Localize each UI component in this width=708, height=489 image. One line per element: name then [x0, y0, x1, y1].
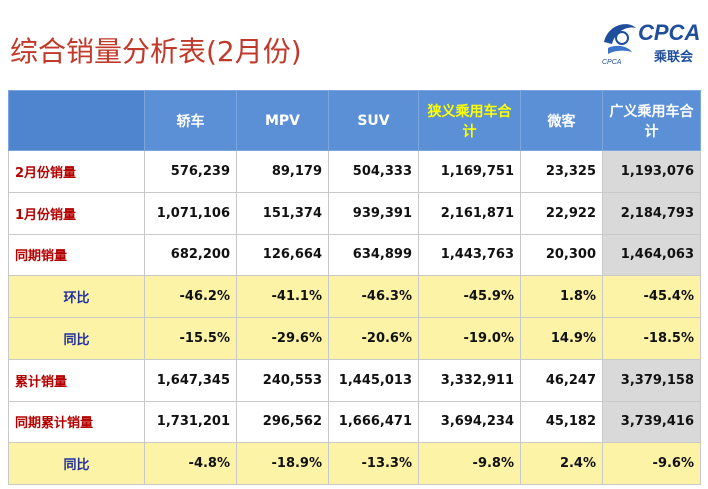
logo-subtext: 乘联会: [654, 50, 694, 65]
table-row-cumulative-sales: 累计销量 1,647,345 240,553 1,445,013 3,332,9…: [8, 358, 701, 402]
row-label: 同期销量: [8, 233, 145, 277]
table-cell: -20.6%: [328, 317, 419, 360]
table-cell: -29.6%: [236, 317, 329, 360]
table-cell: -13.3%: [328, 442, 419, 485]
table-cell: 151,374: [236, 191, 329, 235]
header-cell-minivan: 微客: [520, 90, 603, 151]
table-cell: 634,899: [328, 233, 419, 277]
table-cell: 46,247: [520, 358, 603, 402]
row-label: 同比: [8, 317, 145, 360]
table-cell: 1,071,106: [144, 191, 237, 235]
table-cell: 682,200: [144, 233, 237, 277]
table-cell: 576,239: [144, 150, 237, 193]
table-cell: 1,445,013: [328, 358, 419, 402]
row-label: 累计销量: [8, 358, 145, 402]
table-cell: 1,443,763: [418, 233, 521, 277]
table-cell: 3,739,416: [602, 400, 701, 444]
table-cell: -18.9%: [236, 442, 329, 485]
header-cell-suv: SUV: [328, 90, 419, 151]
table-row-cumulative-yoy: 同比 -4.8% -18.9% -13.3% -9.8% 2.4% -9.6%: [8, 442, 701, 485]
logo-small-text: CPCA: [602, 59, 622, 66]
table-cell: 23,325: [520, 150, 603, 193]
table-cell: 1,647,345: [144, 358, 237, 402]
row-label: 同期累计销量: [8, 400, 145, 444]
table-row-feb-sales: 2月份销量 576,239 89,179 504,333 1,169,751 2…: [8, 150, 701, 193]
table-cell: -45.9%: [418, 275, 521, 318]
page-title: 综合销量分析表(2月份): [10, 35, 302, 68]
table-cell: -46.2%: [144, 275, 237, 318]
table-cell: 20,300: [520, 233, 603, 277]
header-cell-sedan: 轿车: [144, 90, 237, 151]
table-cell: 3,694,234: [418, 400, 521, 444]
table-cell: 2,161,871: [418, 191, 521, 235]
table-cell: 2.4%: [520, 442, 603, 485]
table-cell: -9.8%: [418, 442, 521, 485]
table-row-yoy: 同比 -15.5% -29.6% -20.6% -19.0% 14.9% -18…: [8, 317, 701, 360]
row-label: 同比: [8, 442, 145, 485]
table-cell: 296,562: [236, 400, 329, 444]
table-row-mom: 环比 -46.2% -41.1% -46.3% -45.9% 1.8% -45.…: [8, 275, 701, 318]
table-cell: 126,664: [236, 233, 329, 277]
table-cell: 1,666,471: [328, 400, 419, 444]
table-row-jan-sales: 1月份销量 1,071,106 151,374 939,391 2,161,87…: [8, 191, 701, 235]
table-cell: 504,333: [328, 150, 419, 193]
table-cell: 14.9%: [520, 317, 603, 360]
table-header-row: 轿车 MPV SUV 狭义乘用车合计 微客 广义乘用车合计: [8, 90, 701, 151]
table-cell: 22,922: [520, 191, 603, 235]
table-cell: -19.0%: [418, 317, 521, 360]
cpca-logo: CPCA: [602, 24, 636, 66]
table-row-same-period-cumulative: 同期累计销量 1,731,201 296,562 1,666,471 3,694…: [8, 400, 701, 444]
row-label: 环比: [8, 275, 145, 318]
row-label: 1月份销量: [8, 191, 145, 235]
table-cell: -46.3%: [328, 275, 419, 318]
table-cell: 89,179: [236, 150, 329, 193]
table-cell: 1,731,201: [144, 400, 237, 444]
table-cell: -41.1%: [236, 275, 329, 318]
table-row-same-period-sales: 同期销量 682,200 126,664 634,899 1,443,763 2…: [8, 233, 701, 277]
table-cell: -18.5%: [602, 317, 701, 360]
header-cell-narrow-total: 狭义乘用车合计: [418, 90, 521, 151]
table-cell: 1,464,063: [602, 233, 701, 277]
table-cell: 939,391: [328, 191, 419, 235]
table-cell: 3,332,911: [418, 358, 521, 402]
logo-emblem-icon: [604, 24, 636, 54]
table-cell: 45,182: [520, 400, 603, 444]
table-cell: -45.4%: [602, 275, 701, 318]
table-cell: 1,169,751: [418, 150, 521, 193]
header-cell-corner: [8, 90, 145, 151]
header-cell-broad-total: 广义乘用车合计: [602, 90, 701, 151]
row-label: 2月份销量: [8, 150, 145, 193]
table-cell: -9.6%: [602, 442, 701, 485]
table-cell: -4.8%: [144, 442, 237, 485]
sales-analysis-table: 轿车 MPV SUV 狭义乘用车合计 微客 广义乘用车合计 2月份销量 576,…: [8, 90, 701, 485]
header-cell-mpv: MPV: [236, 90, 329, 151]
table-cell: 240,553: [236, 358, 329, 402]
table-cell: 2,184,793: [602, 191, 701, 235]
table-cell: 1.8%: [520, 275, 603, 318]
table-cell: 1,193,076: [602, 150, 701, 193]
table-cell: -15.5%: [144, 317, 237, 360]
table-cell: 3,379,158: [602, 358, 701, 402]
logo-text: CPCA: [638, 20, 701, 45]
